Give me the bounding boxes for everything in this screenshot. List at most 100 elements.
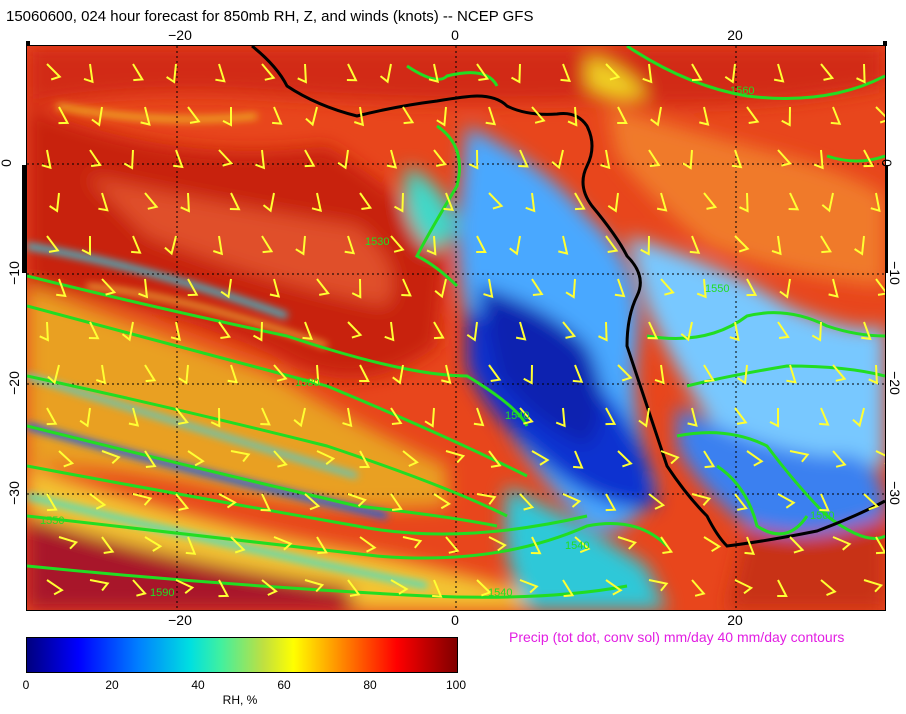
wind-barb	[187, 450, 205, 467]
lat-tick-left: −30	[5, 481, 22, 505]
contour-label: 1560	[730, 85, 755, 97]
wind-barb	[737, 364, 748, 385]
wind-barb	[476, 579, 492, 597]
wind-barb	[660, 278, 675, 296]
wind-barb	[821, 192, 834, 213]
wind-barb	[402, 450, 419, 467]
wind-barb	[648, 493, 666, 510]
wind-barb	[555, 407, 566, 428]
wind-barb	[773, 63, 785, 83]
wind-barb	[819, 493, 830, 512]
wind-barb	[605, 493, 617, 512]
wind-barb	[218, 579, 230, 598]
wind-barb	[402, 536, 423, 549]
wind-barb	[648, 579, 669, 592]
wind-barb	[436, 106, 447, 127]
wind-barb	[230, 450, 251, 463]
contour-label: 1500	[810, 510, 835, 522]
wind-barb	[691, 579, 706, 597]
wind-barb	[89, 579, 110, 592]
wind-barb	[253, 321, 263, 342]
wind-barb	[476, 235, 487, 253]
wind-barb	[260, 493, 272, 512]
wind-barb	[468, 149, 479, 170]
wind-barb	[185, 536, 197, 555]
frame-mark	[26, 41, 30, 46]
wind-barb	[729, 321, 740, 342]
wind-barb	[531, 106, 546, 124]
wind-barb	[870, 192, 881, 213]
colorbar-tick: 40	[191, 678, 205, 692]
wind-barb	[820, 235, 832, 254]
wind-barb	[227, 364, 239, 384]
wind-barb	[875, 106, 885, 124]
wind-barb	[218, 493, 237, 509]
wind-barb	[567, 106, 578, 127]
lat-tick-right: −10	[886, 261, 903, 285]
wind-barb	[304, 149, 316, 168]
wind-barb	[175, 493, 190, 511]
wind-barb	[255, 149, 266, 170]
wind-barb	[210, 407, 221, 428]
lon-tick-bottom: 20	[727, 612, 743, 628]
wind-barb	[861, 321, 872, 341]
wind-barb	[828, 278, 839, 298]
wind-barb	[346, 63, 358, 82]
wind-barb	[297, 63, 307, 84]
colorbar-tick: 60	[277, 678, 291, 692]
wind-barb	[746, 450, 764, 467]
wind-barb	[58, 536, 79, 550]
wind-barb	[39, 321, 49, 342]
wind-barb	[574, 192, 586, 211]
contour-label: 1540	[565, 540, 590, 552]
wind-barb	[600, 149, 611, 170]
wind-barb	[261, 579, 278, 596]
wind-barb	[771, 235, 782, 256]
wind-barb	[820, 63, 835, 81]
wind-barb	[131, 235, 142, 254]
wind-barb	[445, 450, 466, 464]
wind-barb	[316, 278, 330, 296]
wind-barb	[79, 407, 91, 428]
wind-barb	[428, 63, 440, 83]
wind-barb	[316, 450, 336, 465]
wind-barb	[402, 106, 415, 125]
wind-barb	[351, 278, 362, 299]
wind-barb	[273, 536, 293, 551]
wind-barb	[856, 63, 866, 84]
wind-barb	[426, 235, 437, 256]
wind-barb	[46, 579, 64, 596]
colorbar-tick: 100	[445, 678, 467, 692]
wind-barb	[386, 149, 398, 169]
wind-barb	[598, 321, 608, 342]
wind-barb	[269, 278, 281, 298]
wind-barb	[390, 493, 403, 511]
wind-barb	[466, 321, 478, 342]
lat-tick-right: −30	[886, 481, 903, 505]
wind-barb	[617, 450, 633, 468]
wind-barb	[359, 364, 370, 382]
wind-barb	[746, 106, 760, 124]
wind-barb	[81, 236, 91, 256]
wind-barb	[359, 192, 373, 210]
wind-barb	[519, 579, 539, 594]
wind-barb	[703, 364, 715, 383]
wind-barbs	[39, 63, 885, 598]
wind-barb	[574, 536, 591, 554]
wind-barb	[178, 364, 189, 385]
wind-barb	[660, 450, 680, 465]
wind-barb	[786, 364, 797, 384]
wind-barb	[359, 536, 377, 553]
contour-label: 1530	[365, 236, 390, 248]
wind-barb	[647, 321, 659, 340]
wind-barb	[781, 106, 791, 127]
contour-label: 1550	[40, 515, 65, 527]
lat-tick-left: −10	[5, 261, 22, 285]
wind-barb	[144, 536, 163, 552]
wind-barb	[650, 106, 662, 127]
wind-barb	[311, 192, 323, 212]
rh-colorbar	[26, 637, 458, 673]
wind-barb	[132, 63, 144, 82]
wind-barb	[746, 278, 758, 297]
wind-barb	[509, 235, 521, 256]
